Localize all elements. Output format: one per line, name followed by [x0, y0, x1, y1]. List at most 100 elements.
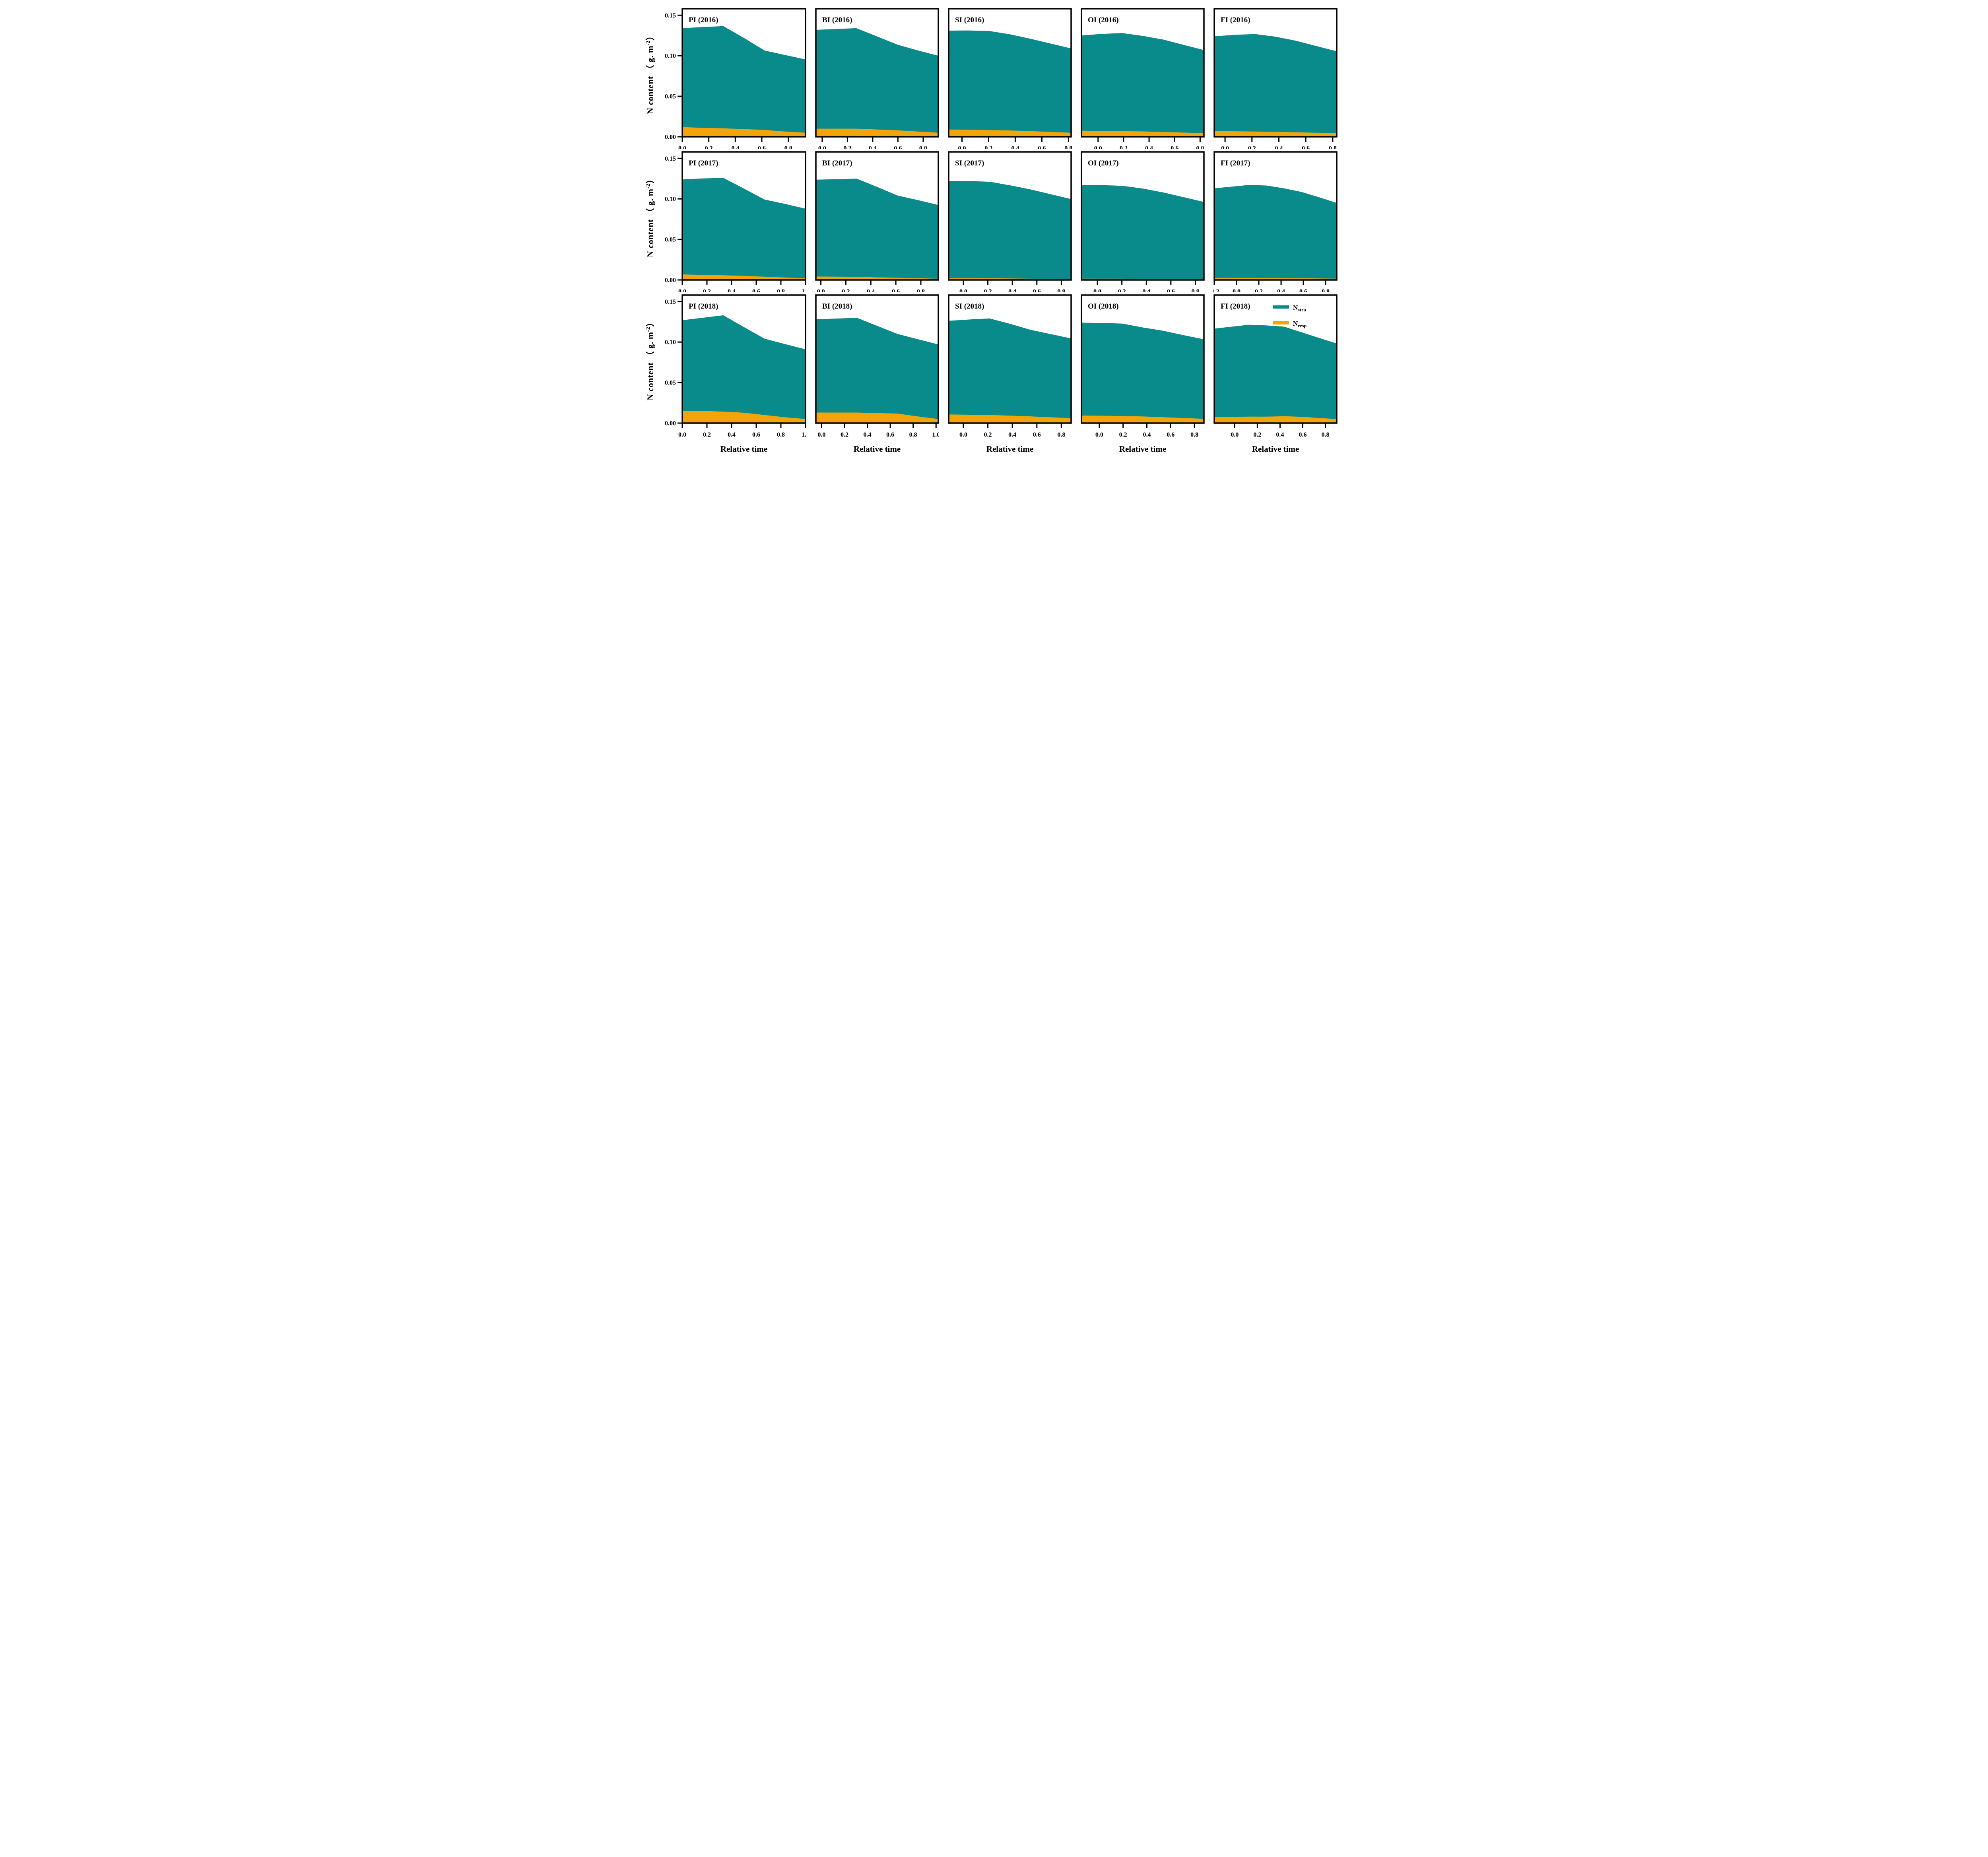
x-tick-label: 0.4: [867, 288, 875, 292]
area-nstru: [816, 318, 938, 423]
x-tick-label: 0.0: [678, 431, 686, 438]
x-tick-label: 0.4: [1142, 288, 1150, 292]
panel-OI-2018: 0.0 0.2 0.4 0.6 0.8 OI (2018) Relative time: [1081, 294, 1205, 452]
panel-row-2018: 0.0 0.2 0.4 0.6 0.8 1.0 0.00 0.05 0.10 0.15 PI (20…: [658, 292, 1338, 452]
x-tick-label: 0.4: [1276, 431, 1284, 438]
y-tick-label: 0.15: [665, 12, 676, 19]
panel-BI-2018: 0.0 0.2 0.4 0.6 0.8 1.0 BI (2018) Relative time: [815, 294, 939, 452]
y-axis-label: N content （ g. m-2）: [645, 31, 655, 114]
area-nstru: [949, 318, 1071, 423]
x-tick-label: 0.4: [728, 288, 736, 292]
x-tick-label: 0.8: [1321, 431, 1329, 438]
x-tick-label: 0.4: [731, 145, 739, 149]
x-tick-label: 0.6: [752, 288, 760, 292]
area-nstru: [682, 315, 806, 423]
panel-row-2017: 0.0 0.2 0.4 0.6 0.8 1.0 0.00 0.05 0.10 0.15 PI (20…: [658, 149, 1338, 292]
x-tick-label: 0.8: [917, 288, 925, 292]
panel-FI-2016: 0.0 0.2 0.4 0.6 0.8 FI (2016): [1213, 8, 1338, 149]
x-tick-label: 0.4: [1145, 145, 1153, 149]
area-nstru: [1081, 33, 1204, 137]
x-tick-label: 0.6: [1033, 431, 1041, 438]
panel-SI-2017: 0.0 0.2 0.4 0.6 0.8 SI (2017): [948, 151, 1072, 292]
panel-BI-2016: 0.0 0.2 0.4 0.6 0.8 BI (2016): [815, 8, 939, 149]
area-nstru: [816, 179, 938, 280]
area-nresp: [682, 411, 806, 423]
x-tick-label: 0.0: [817, 431, 825, 438]
x-tick-label: 0.8: [1191, 288, 1199, 292]
plot-frame: [681, 151, 806, 281]
figure-row-2016: N content （ g. m-2） 0.0 0.2 0.4 0.6 0.8 0.00 0…: [642, 6, 1346, 149]
y-tick-label: 0.05: [665, 237, 676, 243]
panel-SI-2018: 0.0 0.2 0.4 0.6 0.8 SI (2018) Relative time: [948, 294, 1072, 452]
y-tick-label: 0.00: [665, 134, 676, 141]
panel-title: BI (2017): [822, 159, 852, 167]
area-nstru: [1214, 324, 1337, 423]
x-tick-label: 0.0: [818, 145, 826, 149]
panel-title: SI (2016): [955, 16, 984, 24]
area-nstru: [949, 30, 1071, 137]
area-nresp: [1081, 130, 1204, 137]
plot-frame: [1213, 151, 1338, 281]
panel-title: FI (2016): [1221, 16, 1250, 24]
x-tick-label: 0.0: [959, 431, 967, 438]
x-tick-label: 0.6: [1167, 288, 1175, 292]
area-nresp: [682, 274, 806, 280]
x-axis-label: Relative time: [1252, 444, 1299, 452]
panel-OI-2017: 0.0 0.2 0.4 0.6 0.8 OI (2017): [1081, 151, 1205, 292]
area-nresp: [816, 412, 938, 423]
x-tick-label: 0.4: [869, 145, 877, 149]
x-tick-label: 0.4: [1275, 145, 1283, 149]
x-tick-label: 0.6: [886, 431, 894, 438]
x-tick-label: 0.0: [958, 145, 966, 149]
area-nstru: [949, 181, 1071, 280]
x-tick-label: 0.2: [1248, 145, 1256, 149]
y-axis-label-column: N content （ g. m-2）: [642, 292, 658, 426]
area-nresp: [682, 127, 806, 137]
area-nresp: [1214, 131, 1337, 137]
panel-FI-2018: 0.0 0.2 0.4 0.6 0.8 FI (2018) Relative time Nst…: [1213, 294, 1338, 452]
x-tick-label: 0.6: [1033, 288, 1041, 292]
panel-title: OI (2016): [1088, 16, 1119, 24]
panel-row-2016: 0.0 0.2 0.4 0.6 0.8 0.00 0.05 0.10 0.15 PI (2016)…: [658, 6, 1338, 149]
x-tick-label: 1.0: [932, 431, 939, 438]
area-nresp: [1081, 416, 1204, 423]
y-tick-label: 0.10: [665, 339, 676, 346]
panel-title: FI (2018): [1221, 302, 1250, 311]
x-tick-label: 0.0: [1094, 145, 1102, 149]
panel-title: BI (2018): [822, 302, 852, 311]
x-tick-label: 0.8: [1057, 288, 1065, 292]
x-tick-label: 0.2: [1120, 145, 1128, 149]
x-tick-label: 0.2: [1253, 431, 1261, 438]
area-nresp: [949, 414, 1071, 423]
x-tick-label: 0.4: [864, 431, 872, 438]
panel-BI-2017: 0.0 0.2 0.4 0.6 0.8 BI (2017): [815, 151, 939, 292]
x-tick-label: 0.8: [1196, 145, 1204, 149]
panel-PI-2018: 0.0 0.2 0.4 0.6 0.8 1.0 0.00 0.05 0.10 0.15 PI (20…: [665, 294, 806, 452]
panel-title: SI (2017): [955, 159, 984, 167]
x-tick-label: 0.6: [1167, 431, 1175, 438]
x-tick-label: 0.4: [1008, 288, 1016, 292]
x-tick-label: 0.4: [728, 431, 736, 438]
y-tick-label: 0.10: [665, 196, 676, 203]
figure-row-2017: N content （ g. m-2） 0.00.20.40.60.81.00.…: [642, 149, 1346, 292]
x-axis-label: Relative time: [854, 444, 901, 452]
x-tick-label: 0.0: [1095, 431, 1103, 438]
x-tick-label: 0.6: [1302, 145, 1310, 149]
x-tick-label: 0.4: [1008, 431, 1016, 438]
x-tick-label: 0.0: [817, 288, 825, 292]
area-nresp: [949, 129, 1071, 137]
y-tick-label: 0.15: [665, 155, 676, 162]
x-tick-label: 0.8: [919, 145, 927, 149]
x-tick-label: 0.4: [1143, 431, 1151, 438]
legend-swatch-resp: [1273, 321, 1289, 324]
x-tick-label: 0.2: [984, 145, 992, 149]
x-tick-label: 0.2: [841, 431, 848, 438]
plot-frame: [681, 294, 806, 424]
plot-frame: [815, 294, 939, 424]
area-nstru: [1081, 322, 1204, 423]
panel-title: FI (2017): [1221, 159, 1250, 167]
y-axis-label: N content （ g. m-2）: [645, 175, 655, 257]
x-tick-label: 0.0: [678, 288, 686, 292]
x-tick-label: 1.0: [802, 288, 806, 292]
area-nstru: [1214, 185, 1337, 280]
